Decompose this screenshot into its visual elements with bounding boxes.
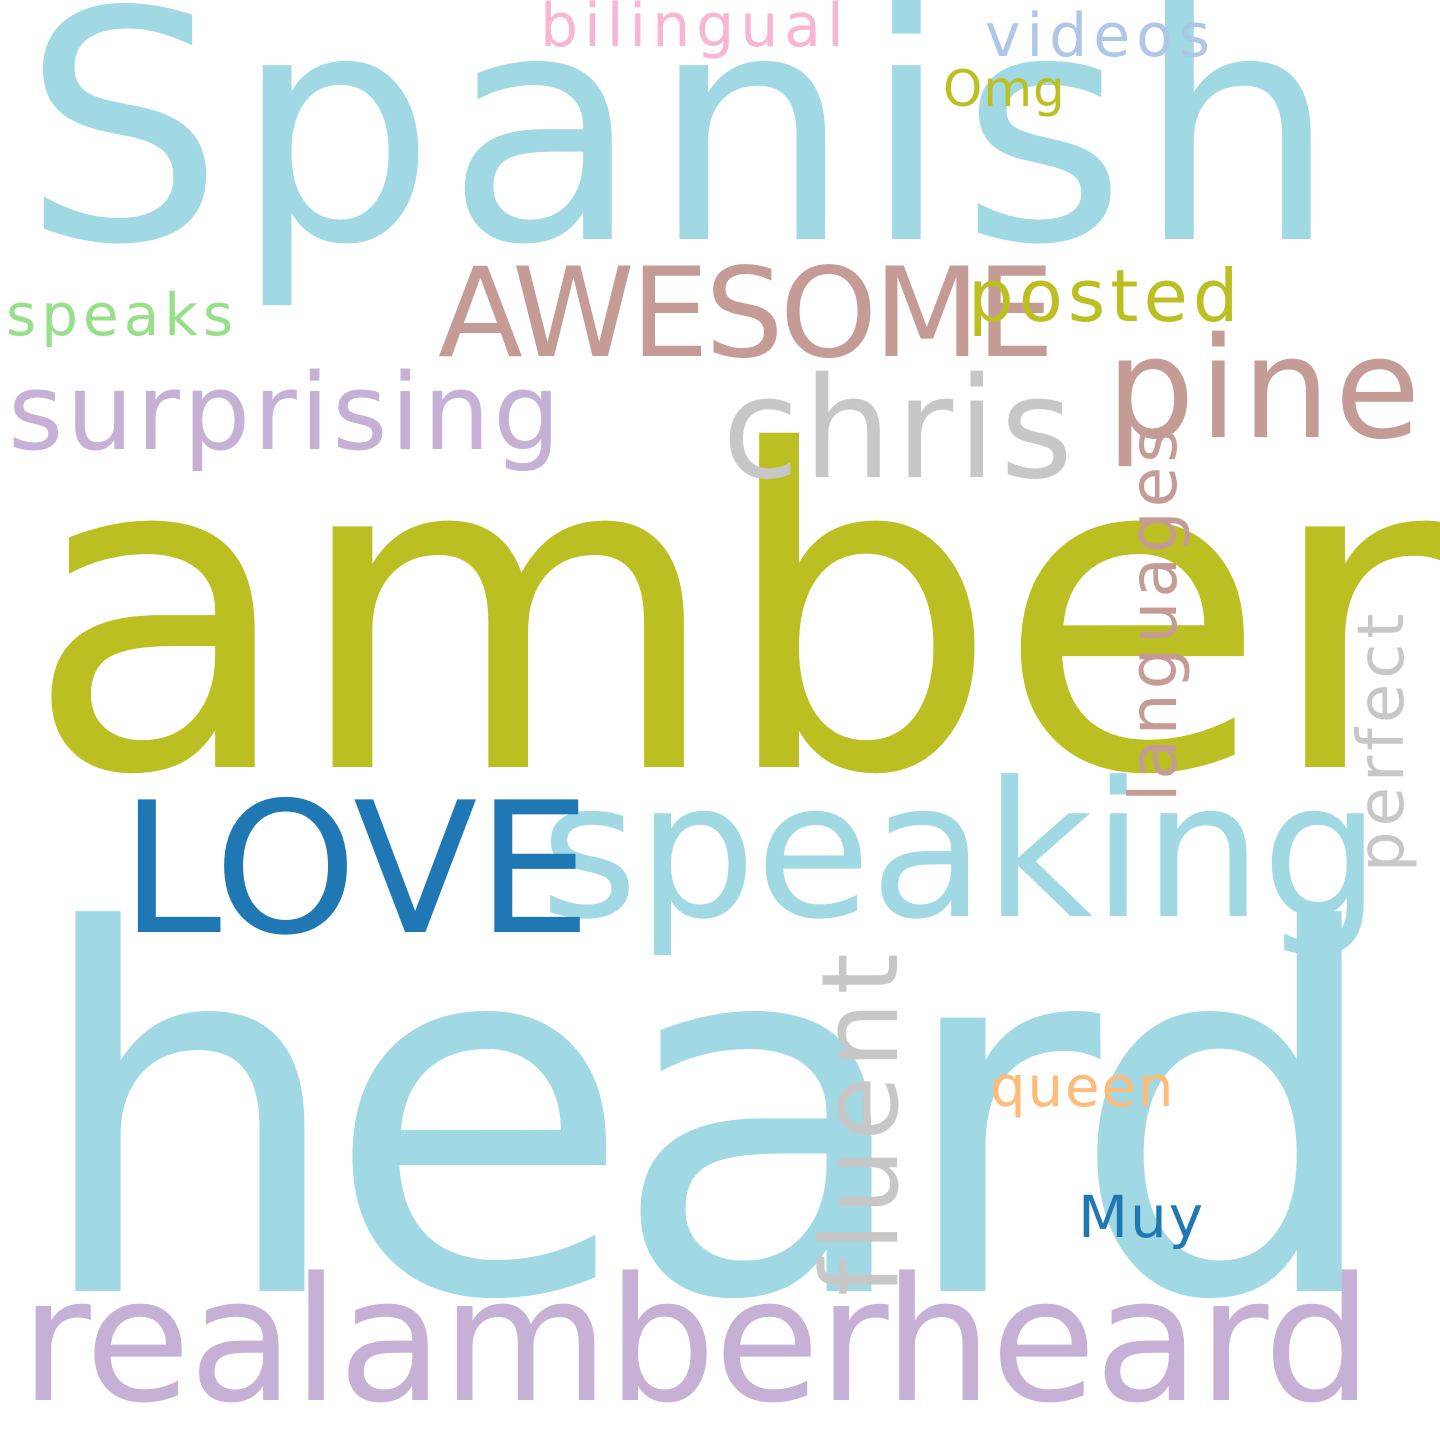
word-surprising: surprising (8, 351, 564, 474)
word-fluent: fluent (799, 946, 922, 1296)
word-perfect: perfect (1345, 608, 1419, 873)
word-languages: languages (1115, 424, 1192, 802)
word-muy: Muy (1078, 1183, 1206, 1251)
word-speaks: speaks (6, 281, 239, 349)
word-awesome: AWESOME (438, 242, 1055, 386)
word-videos: videos (985, 1, 1217, 71)
word-chris: chris (722, 348, 1078, 511)
word-omg: Omg (943, 60, 1066, 118)
word-amber: amber (25, 359, 1440, 871)
word-realamberheard: realamberheard (20, 1240, 1373, 1440)
word-heard: heard (30, 827, 1387, 1409)
word-speaking: speaking (540, 742, 1381, 961)
word-bilingual: bilingual (540, 0, 850, 61)
word-queen: queen (990, 1055, 1176, 1120)
word-spanish: Spanish (22, 0, 1348, 314)
word-posted: posted (968, 254, 1244, 338)
word-pine: pine (1106, 308, 1425, 471)
word-love: LOVE (120, 763, 591, 975)
